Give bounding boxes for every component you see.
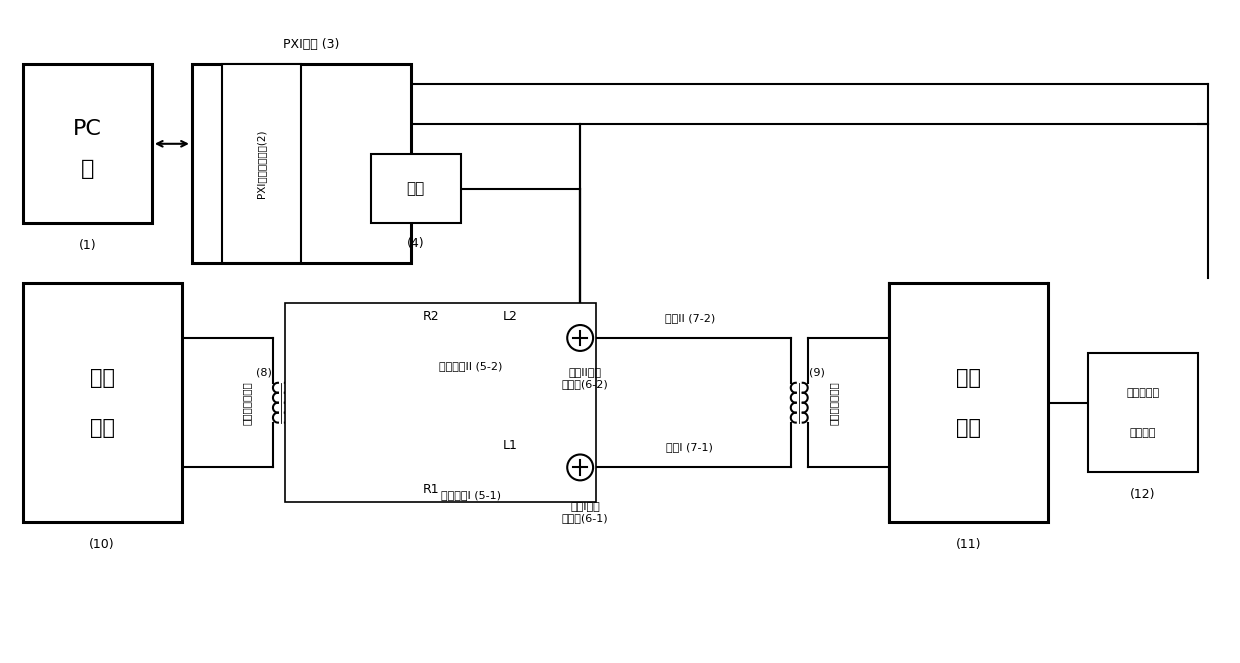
Text: 模拟钢轨I (5-1): 模拟钢轨I (5-1): [440, 491, 501, 501]
Text: 接收端耦合装置: 接收端耦合装置: [830, 381, 839, 424]
Text: 发送: 发送: [89, 368, 114, 388]
Text: R2: R2: [423, 310, 439, 323]
Text: (11): (11): [956, 538, 981, 550]
Bar: [285, 303, 596, 503]
Text: 钢轨II (7-2): 钢轨II (7-2): [665, 313, 714, 323]
Bar: [222, 64, 301, 263]
Bar: [192, 64, 410, 263]
Text: (12): (12): [1130, 488, 1156, 501]
Text: L2: L2: [503, 310, 518, 323]
Text: PXI机箱 (3): PXI机箱 (3): [283, 38, 340, 50]
Bar: [1087, 353, 1198, 473]
Text: PXI多功能采集卡(2): PXI多功能采集卡(2): [257, 129, 267, 198]
Text: (9): (9): [810, 368, 825, 378]
Bar: [371, 154, 461, 223]
Text: L1: L1: [503, 439, 518, 452]
Text: 设备: 设备: [89, 418, 114, 438]
Text: (8): (8): [255, 368, 272, 378]
Text: 发送端耦合装置: 发送端耦合装置: [242, 381, 252, 424]
Text: (4): (4): [407, 237, 424, 250]
Bar: [889, 283, 1048, 522]
Text: 接点电路: 接点电路: [1130, 428, 1156, 438]
Text: 钢轨I电流
传感器(6-1): 钢轨I电流 传感器(6-1): [562, 501, 609, 523]
Text: (10): (10): [89, 538, 115, 550]
Text: 钢轨II电流
传感器(6-2): 钢轨II电流 传感器(6-2): [562, 367, 609, 389]
Text: 功放: 功放: [407, 181, 425, 196]
Circle shape: [567, 325, 593, 351]
Text: 钢轨I (7-1): 钢轨I (7-1): [666, 442, 713, 453]
Text: PC: PC: [73, 119, 102, 139]
Text: 接收: 接收: [956, 368, 981, 388]
Text: R1: R1: [423, 483, 439, 496]
Text: 轨道继电器: 轨道继电器: [1126, 388, 1159, 398]
Text: 模拟钢轨II (5-2): 模拟钢轨II (5-2): [439, 361, 502, 371]
Text: 设备: 设备: [956, 418, 981, 438]
Circle shape: [567, 454, 593, 481]
Text: (1): (1): [78, 239, 95, 252]
Text: 机: 机: [81, 158, 94, 179]
Bar: [22, 64, 153, 223]
Bar: [22, 283, 182, 522]
